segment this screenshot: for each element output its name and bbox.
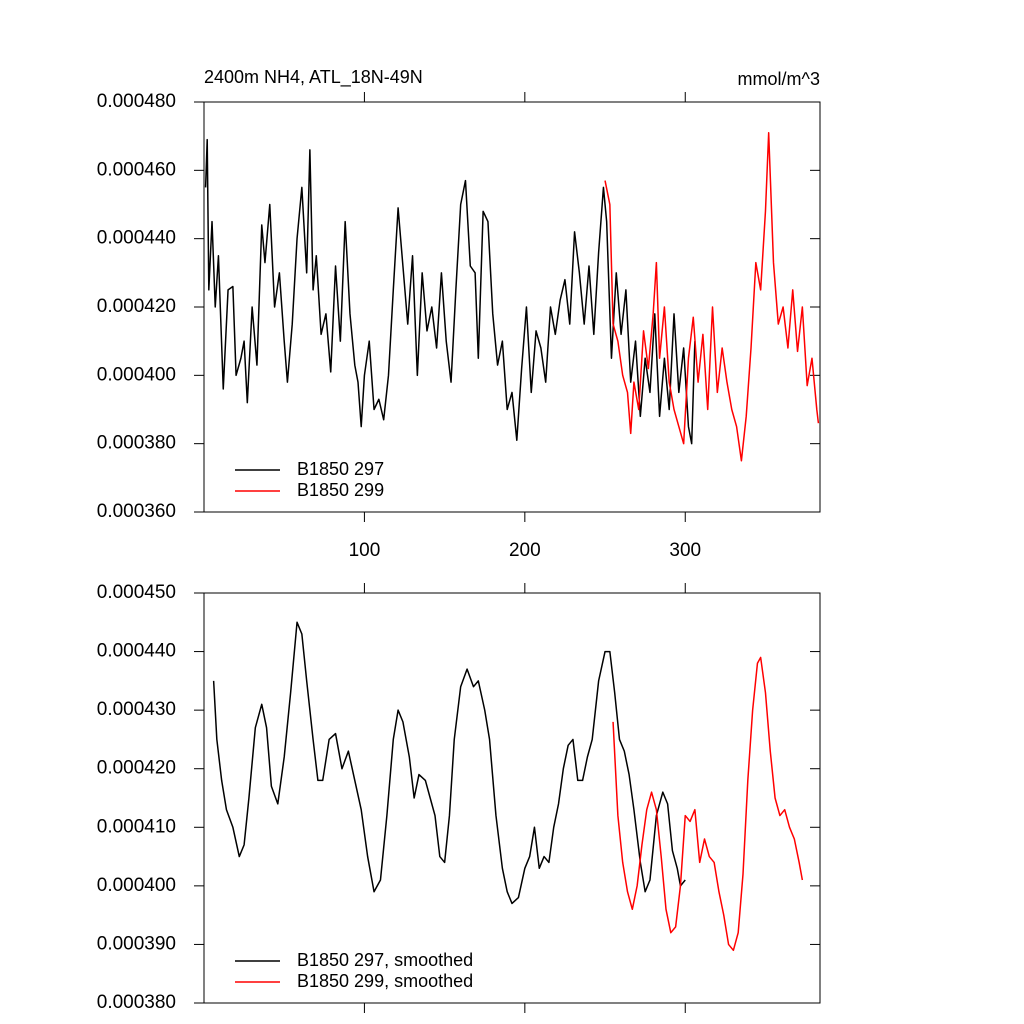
y-tick-label: 0.000380 bbox=[97, 433, 176, 454]
y-tick-label: 0.000410 bbox=[97, 816, 176, 837]
y-tick-label: 0.000400 bbox=[97, 875, 176, 896]
x-tick-label: 300 bbox=[669, 540, 701, 561]
y-tick-label: 0.000420 bbox=[97, 758, 176, 779]
legend-label: B1850 299 bbox=[297, 480, 384, 500]
y-tick-label: 0.000460 bbox=[97, 159, 176, 180]
y-tick-label: 0.000480 bbox=[97, 91, 176, 112]
y-tick-label: 0.000390 bbox=[97, 933, 176, 954]
chart-title: 2400m NH4, ATL_18N-49N bbox=[204, 67, 423, 88]
y-tick-label: 0.000440 bbox=[97, 641, 176, 662]
units-label: mmol/m^3 bbox=[738, 69, 820, 89]
plot-frame bbox=[203, 101, 821, 513]
y-tick-label: 0.000380 bbox=[97, 992, 176, 1013]
series-line bbox=[612, 656, 804, 952]
y-tick-label: 0.000420 bbox=[97, 296, 176, 317]
series-line bbox=[604, 132, 820, 462]
y-tick-label: 0.000400 bbox=[97, 364, 176, 385]
x-tick-label: 100 bbox=[349, 540, 381, 561]
y-tick-label: 0.000450 bbox=[97, 582, 176, 603]
series-line bbox=[204, 138, 696, 445]
legend-label: B1850 297 bbox=[297, 459, 384, 479]
legend-label: B1850 297, smoothed bbox=[297, 950, 473, 970]
y-tick-label: 0.000440 bbox=[97, 228, 176, 249]
legend-label: B1850 299, smoothed bbox=[297, 971, 473, 991]
y-tick-label: 0.000430 bbox=[97, 699, 176, 720]
x-tick-label: 200 bbox=[509, 540, 541, 561]
y-tick-label: 0.000360 bbox=[97, 501, 176, 522]
plot-frame bbox=[203, 592, 821, 1004]
series-line bbox=[212, 621, 686, 905]
